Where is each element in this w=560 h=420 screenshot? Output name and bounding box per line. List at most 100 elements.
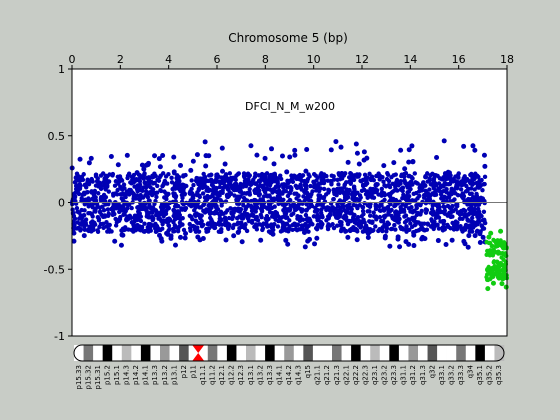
data-point	[241, 203, 246, 208]
data-point	[379, 186, 384, 192]
ideogram-band	[312, 345, 323, 361]
outlier-point	[158, 236, 164, 242]
outlier-point	[194, 152, 200, 158]
data-point	[142, 203, 147, 209]
band-label: q21.2	[323, 365, 331, 385]
data-point	[196, 229, 202, 234]
data-point	[389, 190, 394, 196]
data-point	[246, 218, 252, 224]
data-point	[432, 219, 437, 224]
data-point	[482, 174, 488, 180]
data-point	[436, 202, 441, 207]
data-point	[208, 215, 213, 221]
data-point	[112, 183, 118, 188]
data-point	[200, 176, 206, 181]
data-point	[470, 194, 476, 200]
data-point	[452, 197, 457, 202]
ideogram-band	[341, 345, 352, 361]
data-point	[215, 192, 221, 198]
outlier-point	[219, 145, 225, 151]
data-point	[421, 180, 426, 185]
data-point	[357, 223, 362, 228]
data-point	[393, 214, 398, 220]
data-point	[155, 183, 160, 189]
outlier-point	[420, 234, 426, 240]
data-point	[453, 185, 459, 190]
data-point	[171, 229, 176, 234]
data-point	[489, 244, 495, 249]
data-point	[123, 208, 128, 214]
data-point	[350, 192, 355, 198]
data-point	[106, 189, 112, 194]
x-tick-label: 12	[355, 53, 369, 66]
outlier-point	[285, 241, 291, 247]
data-point	[481, 226, 487, 231]
data-point	[339, 174, 344, 179]
data-point	[398, 181, 403, 186]
outlier-point	[301, 230, 307, 236]
data-point	[217, 184, 223, 190]
outlier-point	[499, 281, 505, 287]
data-point	[419, 221, 425, 226]
data-point	[385, 172, 391, 177]
ideogram-band	[236, 345, 247, 361]
data-point	[288, 198, 293, 203]
data-point	[442, 194, 447, 200]
outlier-point	[164, 230, 170, 236]
data-point	[400, 226, 405, 231]
band-label: q14.3	[295, 365, 303, 385]
outlier-point	[466, 233, 472, 239]
data-point	[369, 174, 375, 179]
band-label: q35.1	[476, 365, 484, 385]
data-point	[315, 217, 320, 223]
data-point	[91, 220, 97, 225]
ideogram-band	[446, 345, 457, 361]
data-point	[355, 197, 361, 203]
x-tick-label: 18	[500, 53, 514, 66]
data-point	[471, 181, 476, 186]
data-point	[115, 192, 120, 197]
data-point	[129, 205, 134, 211]
chromosome-ideogram	[73, 344, 505, 362]
outlier-point	[353, 141, 359, 147]
ideogram-band	[188, 345, 199, 361]
data-point	[146, 214, 152, 220]
data-point	[374, 203, 379, 208]
band-label: q34	[467, 364, 475, 378]
outlier-point	[171, 169, 177, 175]
data-point	[147, 198, 152, 203]
data-point	[150, 205, 156, 210]
outlier-point	[480, 234, 486, 240]
data-point	[247, 186, 252, 192]
outlier-point	[202, 139, 208, 145]
data-point	[88, 202, 93, 208]
data-point	[446, 224, 451, 230]
band-label: q14.2	[285, 365, 293, 385]
data-point	[74, 183, 80, 188]
outlier-point	[402, 166, 408, 172]
data-point	[485, 277, 491, 283]
ideogram-band	[140, 345, 151, 361]
data-point	[352, 173, 357, 178]
outlier-point	[461, 143, 467, 149]
data-point	[403, 170, 409, 176]
data-point	[146, 191, 152, 196]
data-point	[317, 202, 322, 207]
data-point	[258, 206, 264, 211]
data-point	[462, 213, 467, 219]
data-point	[81, 172, 86, 177]
data-point	[306, 197, 311, 203]
data-point	[106, 227, 112, 232]
data-point	[128, 180, 133, 185]
data-point	[147, 203, 152, 209]
data-point	[288, 207, 293, 212]
data-point	[160, 203, 165, 209]
data-point	[408, 186, 413, 192]
data-point	[312, 209, 318, 214]
data-point	[371, 210, 376, 215]
outlier-point	[472, 147, 478, 153]
data-point	[351, 215, 356, 220]
data-point	[306, 223, 311, 229]
data-point	[468, 199, 474, 204]
data-point	[383, 184, 389, 189]
